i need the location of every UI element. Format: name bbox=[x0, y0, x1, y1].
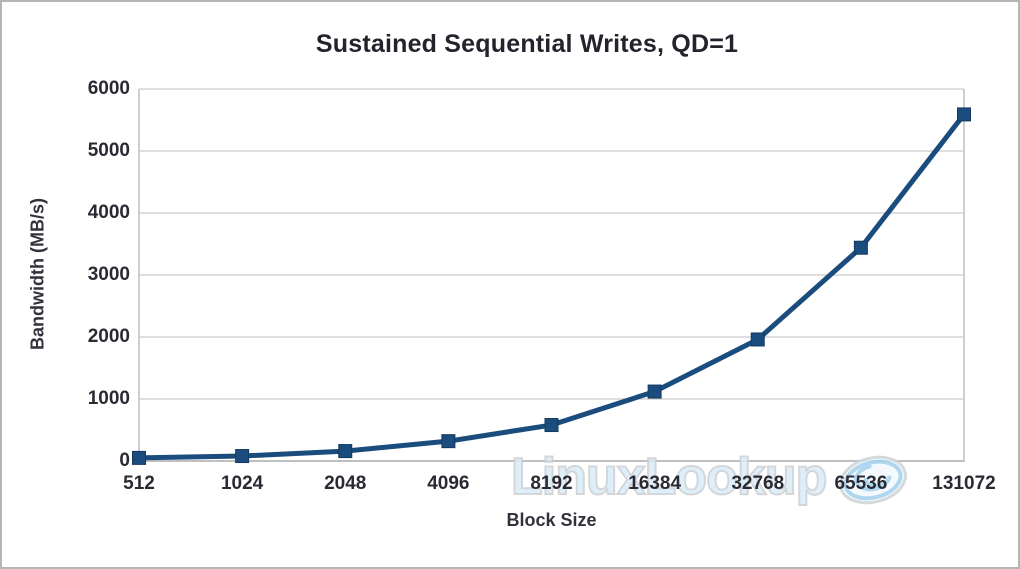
series-marker bbox=[235, 449, 250, 464]
series-marker bbox=[544, 418, 559, 433]
x-tick-label: 1024 bbox=[220, 473, 264, 494]
y-tick-label: 0 bbox=[119, 450, 130, 471]
y-tick-label: 6000 bbox=[87, 78, 130, 99]
x-axis-title: Block Size bbox=[506, 510, 597, 530]
y-tick-label: 3000 bbox=[87, 264, 130, 285]
series-marker bbox=[338, 444, 353, 459]
series-marker bbox=[441, 434, 456, 449]
series-line bbox=[136, 111, 967, 461]
series-marker bbox=[750, 332, 765, 347]
series-marker bbox=[132, 450, 146, 465]
chart-title: Sustained Sequential Writes, QD=1 bbox=[315, 30, 739, 58]
series-marker bbox=[957, 107, 971, 122]
y-tick-label: 1000 bbox=[87, 388, 130, 409]
series-marker bbox=[853, 240, 868, 255]
x-tick-label: 4096 bbox=[427, 473, 470, 494]
x-tick-label: 2048 bbox=[324, 473, 367, 494]
x-tick-label: 512 bbox=[123, 473, 155, 494]
series-marker bbox=[647, 384, 662, 399]
x-tick-label: 32768 bbox=[731, 473, 785, 494]
x-tick-label: 131072 bbox=[932, 473, 996, 494]
x-tick-label: 16384 bbox=[628, 473, 682, 494]
y-tick-label: 2000 bbox=[87, 326, 130, 347]
y-tick-label: 5000 bbox=[87, 140, 130, 161]
x-tick-label: 8192 bbox=[530, 473, 573, 494]
y-tick-label: 4000 bbox=[87, 202, 130, 223]
